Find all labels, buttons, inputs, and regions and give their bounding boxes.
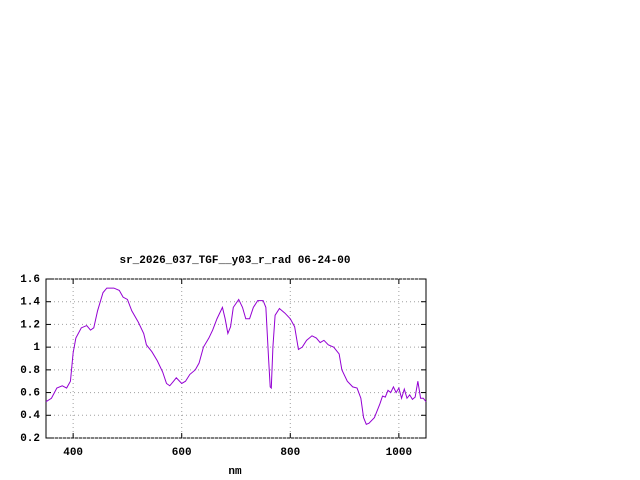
y-tick-label: 1.4 <box>20 297 40 309</box>
x-tick-label: 600 <box>172 447 192 459</box>
y-tick-label: 1.6 <box>20 274 40 286</box>
x-tick-label: 400 <box>63 447 83 459</box>
chart-title: sr_2026_037_TGF__y03_r_rad 06-24-00 <box>119 255 350 267</box>
y-tick-label: 0.8 <box>20 365 40 377</box>
y-tick-label: 1.2 <box>20 319 40 331</box>
y-tick-label: 1 <box>33 342 40 354</box>
y-tick-label: 0.2 <box>20 433 40 445</box>
y-tick-label: 0.4 <box>20 410 40 422</box>
x-tick-label: 800 <box>280 447 300 459</box>
y-tick-label: 0.6 <box>20 387 40 399</box>
plot-frame <box>45 278 427 439</box>
x-axis-label: nm <box>228 466 242 478</box>
x-tick-label: 1000 <box>386 447 412 459</box>
data-line <box>45 287 427 426</box>
